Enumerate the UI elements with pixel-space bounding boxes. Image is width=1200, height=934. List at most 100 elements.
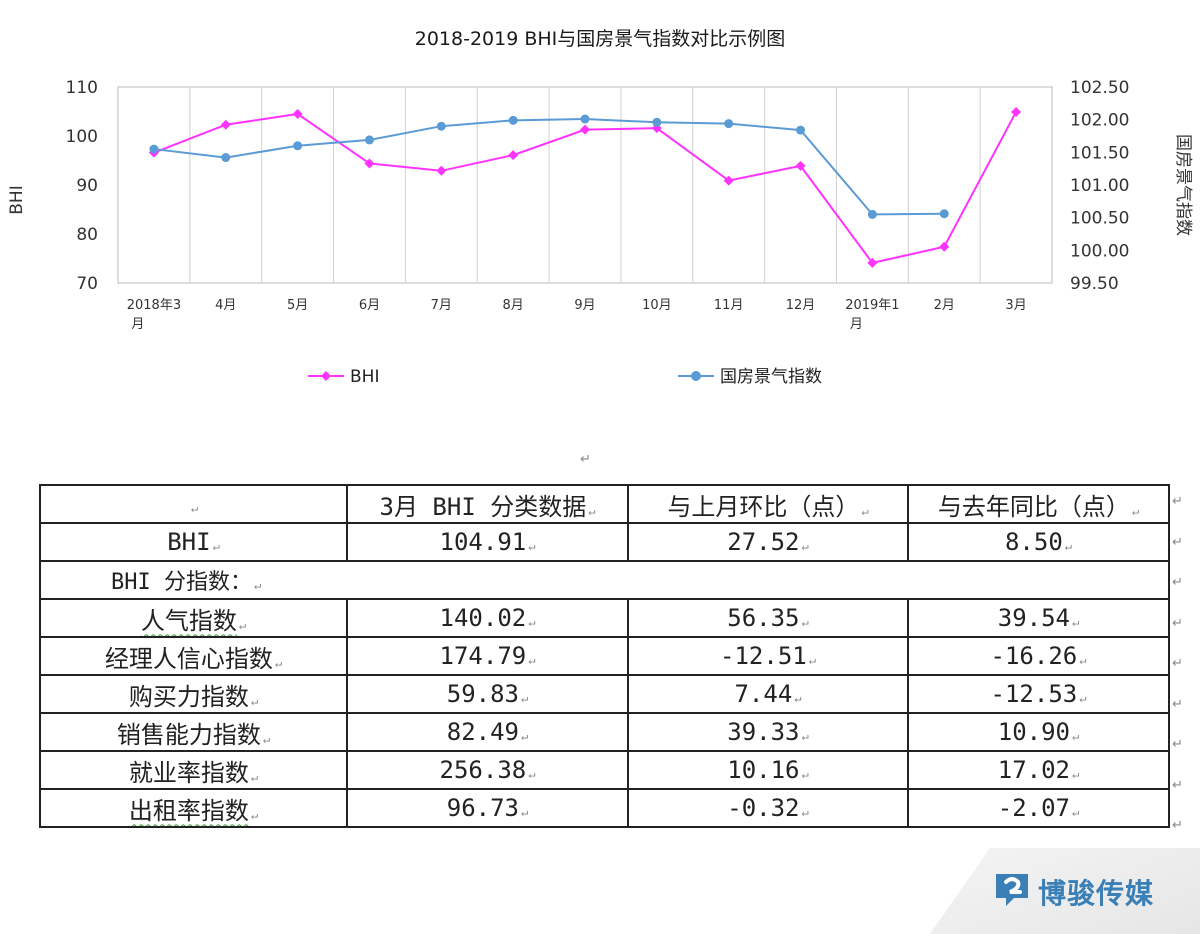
y-right-tick-label: 101.00	[1070, 176, 1129, 196]
guofang-point	[364, 135, 374, 145]
y-left-tick-label: 70	[76, 274, 98, 294]
table-subheader-row: BHI 分指数： ↵	[39, 560, 1170, 600]
header-cell: ↵	[39, 484, 348, 524]
table-row: 经理人信心指数 ↵ 174.79 ↵ -12.51 ↵ -16.26 ↵	[39, 636, 1170, 676]
bhi-point	[580, 124, 590, 135]
bhi-point	[867, 257, 878, 268]
row-end-mark: ↵	[1172, 656, 1183, 671]
y-right-tick-label: 102.00	[1070, 111, 1129, 131]
value-cell: 27.52 ↵	[627, 522, 909, 562]
bhi-point	[436, 165, 447, 176]
row-end-mark: ↵	[1172, 696, 1183, 712]
value-cell: 104.91 ↵	[346, 522, 629, 562]
row-end-mark: ↵	[1172, 575, 1183, 590]
y-right-tick-label: 100.00	[1070, 241, 1129, 261]
bhi-point	[723, 175, 734, 186]
paragraph-mark: ↵	[580, 452, 591, 467]
guofang-point	[652, 117, 662, 127]
guofang-point	[724, 119, 734, 129]
row-end-mark: ↵	[1172, 494, 1183, 509]
guofang-point	[580, 114, 590, 124]
header-cell: 3月 BHI 分类数据 ↵	[346, 484, 629, 524]
value-cell: 256.38 ↵	[346, 750, 629, 790]
row-end-mark: ↵	[1172, 615, 1183, 631]
row-label: BHI ↵	[39, 522, 348, 562]
value-cell: -16.26 ↵	[907, 636, 1170, 676]
x-tick-label: 7月	[431, 298, 452, 313]
value-cell: 39.54 ↵	[907, 598, 1170, 638]
logo-mark-icon	[996, 874, 1028, 906]
table-row: 购买力指数 ↵ 59.83 ↵ 7.44 ↵ -12.53 ↵	[39, 674, 1170, 714]
logo-text: 博骏传媒	[1038, 877, 1155, 910]
table-header-row: ↵ 3月 BHI 分类数据 ↵ 与上月环比（点） ↵ 与去年同比（点） ↵	[39, 484, 1170, 524]
bhi-point	[292, 108, 303, 119]
value-cell: 17.02 ↵	[907, 750, 1170, 790]
guofang-point	[867, 209, 877, 219]
value-cell: 10.16 ↵	[627, 750, 909, 790]
header-cell: 与去年同比（点） ↵	[907, 484, 1170, 524]
bhi-point	[364, 158, 375, 169]
value-cell: 59.83 ↵	[346, 674, 629, 714]
legend-label-guofang: 国房景气指数	[720, 367, 822, 387]
bhi-point	[795, 160, 806, 171]
table-row: 就业率指数 ↵ 256.38 ↵ 10.16 ↵ 17.02 ↵	[39, 750, 1170, 790]
series-line-1	[153, 118, 945, 216]
x-tick-label: 12月	[786, 298, 816, 313]
table-row: 出租率指数 ↵ 96.73 ↵ -0.32 ↵ -2.07 ↵	[39, 788, 1170, 828]
x-tick-label: 8月	[503, 298, 524, 313]
value-cell: 96.73 ↵	[346, 788, 629, 828]
y-right-tick-label: 99.50	[1070, 274, 1119, 294]
x-tick-label: 9月	[574, 298, 595, 313]
watermark-logo: 博骏传媒	[930, 848, 1200, 934]
y-axis-right-title: 国房景气指数	[1173, 134, 1193, 236]
value-cell: -12.53 ↵	[907, 674, 1170, 714]
legend-marker-guofang	[691, 371, 701, 381]
row-label: 人气指数 ↵	[39, 598, 348, 638]
guofang-point	[221, 153, 231, 163]
row-label: 经理人信心指数 ↵	[39, 636, 348, 676]
value-cell: -2.07 ↵	[907, 788, 1170, 828]
y-axis-left-title: BHI	[7, 185, 27, 214]
bhi-point	[508, 150, 519, 161]
y-left-tick-label: 80	[76, 225, 98, 245]
table-row-bhi: BHI ↵ 104.91 ↵ 27.52 ↵ 8.50 ↵	[39, 522, 1170, 562]
legend: BHI 国房景气指数	[308, 367, 822, 387]
guofang-point	[508, 115, 518, 125]
value-cell: 39.33 ↵	[627, 712, 909, 752]
y-left-tick-label: 110	[66, 78, 98, 98]
y-right-tick-label: 100.50	[1070, 209, 1129, 229]
y-right-tick-label: 102.50	[1070, 78, 1129, 98]
y-left-tick-label: 100	[66, 127, 98, 147]
subindex-header: BHI 分指数： ↵	[39, 560, 1170, 600]
value-cell: 56.35 ↵	[627, 598, 909, 638]
x-tick-label: 10月	[642, 298, 672, 313]
value-cell: 140.02 ↵	[346, 598, 629, 638]
value-cell: 174.79 ↵	[346, 636, 629, 676]
x-tick-label: 6月	[359, 298, 380, 313]
x-tick-label: 4月	[215, 298, 236, 313]
row-end-mark: ↵	[1172, 777, 1183, 793]
row-label: 就业率指数 ↵	[39, 750, 348, 790]
bhi-data-table: ↵ 3月 BHI 分类数据 ↵ 与上月环比（点） ↵ 与去年同比（点） ↵ BHI ↵ …	[39, 484, 1170, 828]
row-label: 销售能力指数 ↵	[39, 712, 348, 752]
legend-marker-bhi	[321, 371, 331, 381]
x-tick-label: 2月	[934, 298, 955, 313]
value-cell: 7.44 ↵	[627, 674, 909, 714]
row-end-mark: ↵	[1172, 737, 1183, 752]
row-end-mark: ↵	[1172, 818, 1183, 833]
x-tick-label: 3月	[1005, 298, 1026, 313]
x-tick-label: 2018年3 月	[127, 298, 181, 332]
value-cell: -0.32 ↵	[627, 788, 909, 828]
header-cell: 与上月环比（点） ↵	[627, 484, 909, 524]
y-left-tick-label: 90	[76, 176, 98, 196]
bhi-point	[220, 119, 231, 130]
table-row: 销售能力指数 ↵ 82.49 ↵ 39.33 ↵ 10.90 ↵	[39, 712, 1170, 752]
guofang-point	[796, 125, 806, 135]
x-tick-label: 11月	[714, 298, 744, 313]
line-chart: 2018-2019 BHI与国房景气指数对比示例图 70 80 90 100 110 9…	[7, 28, 1193, 387]
guofang-point	[293, 141, 303, 151]
legend-label-bhi: BHI	[350, 367, 379, 387]
guofang-point	[436, 121, 446, 131]
chart-title: 2018-2019 BHI与国房景气指数对比示例图	[415, 28, 786, 50]
value-cell: -12.51 ↵	[627, 636, 909, 676]
